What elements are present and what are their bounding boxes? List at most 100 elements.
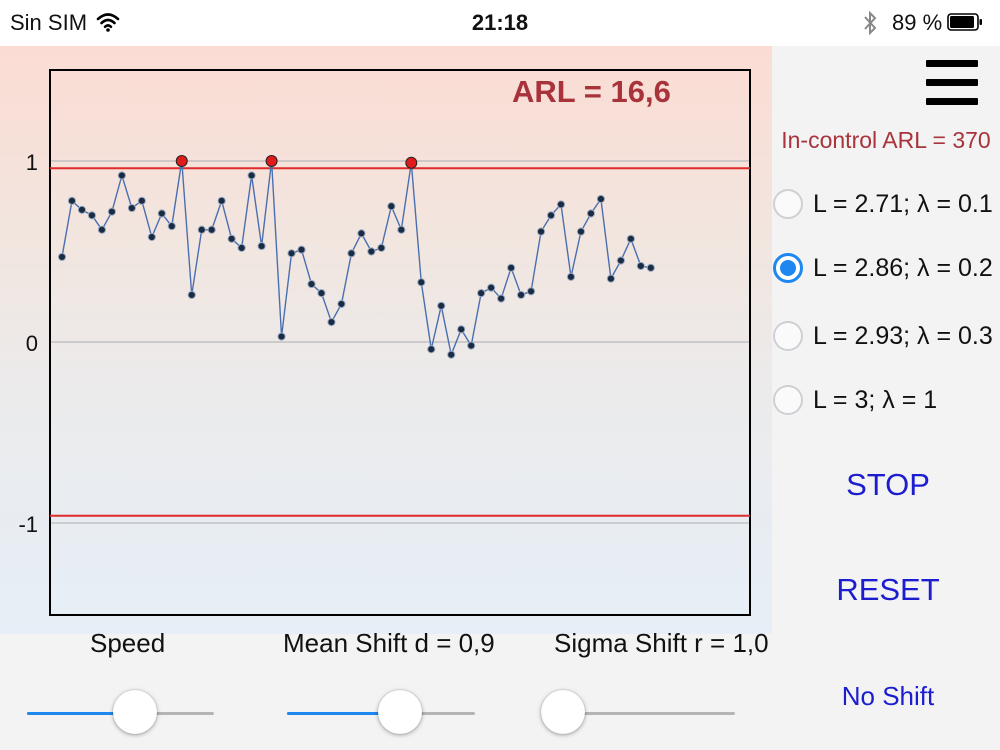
stop-button[interactable]: STOP xyxy=(846,467,930,502)
option-label: L = 2.71; λ = 0.1 xyxy=(813,189,993,218)
data-point xyxy=(596,194,606,204)
data-point xyxy=(87,211,97,220)
mean-shift-label: Mean Shift d = 0,9 xyxy=(283,628,495,658)
data-point xyxy=(287,249,296,258)
data-point xyxy=(367,247,376,256)
data-point xyxy=(237,243,246,252)
no-shift-button[interactable]: No Shift xyxy=(841,681,935,711)
sigma-shift-label: Sigma Shift r = 1,0 xyxy=(554,628,769,658)
data-point xyxy=(467,341,476,350)
reset-button[interactable]: RESET xyxy=(836,572,940,607)
slider-thumb[interactable] xyxy=(541,690,585,734)
slider-fill xyxy=(287,712,400,715)
data-point xyxy=(636,261,645,271)
data-point xyxy=(297,245,306,254)
data-point xyxy=(217,196,226,205)
data-point xyxy=(67,196,77,205)
data-point xyxy=(307,279,316,289)
data-point xyxy=(646,263,655,272)
chart-background xyxy=(0,46,772,634)
plot-frame xyxy=(49,69,751,616)
data-point xyxy=(317,289,326,298)
data-point xyxy=(97,225,107,234)
option-label: L = 2.86; λ = 0.2 xyxy=(813,253,993,282)
data-point xyxy=(586,209,596,218)
data-point xyxy=(137,196,146,205)
slider-fill xyxy=(27,712,136,715)
data-point xyxy=(117,171,126,180)
option-l3-lambda1[interactable]: L = 3; λ = 1 xyxy=(773,377,1000,423)
out-of-control-point xyxy=(175,155,188,167)
data-point xyxy=(576,227,586,236)
clock-time: 21:18 xyxy=(471,10,529,35)
data-point xyxy=(616,256,625,265)
data-point xyxy=(626,234,635,243)
data-point xyxy=(147,232,156,242)
control-chart: 1 0 -1 ARL = 16,6 xyxy=(18,69,751,616)
data-point xyxy=(566,272,576,281)
data-point xyxy=(157,209,166,218)
data-point xyxy=(247,171,256,180)
in-control-arl-label: In-control ARL = 370 xyxy=(781,127,991,153)
carrier-label: Sin SIM xyxy=(10,10,88,35)
data-point xyxy=(377,243,386,252)
data-point xyxy=(337,299,346,309)
data-point xyxy=(437,301,446,310)
data-point xyxy=(497,294,506,303)
data-point xyxy=(127,203,136,213)
data-point xyxy=(457,325,466,334)
data-point xyxy=(546,211,556,220)
data-point xyxy=(167,222,176,231)
wifi-icon xyxy=(96,13,120,32)
data-point xyxy=(257,241,266,251)
slider-thumb[interactable] xyxy=(377,690,422,734)
option-l271-lambda01[interactable]: L = 2.71; λ = 0.1 xyxy=(773,181,1000,227)
data-point xyxy=(526,287,536,296)
data-point xyxy=(277,332,286,341)
data-point xyxy=(606,274,616,283)
data-point xyxy=(77,205,87,214)
option-l293-lambda03[interactable]: L = 2.93; λ = 0.3 xyxy=(773,313,1000,359)
y-tick-label: -1 xyxy=(18,512,38,537)
data-point xyxy=(507,263,516,272)
battery-icon xyxy=(947,13,982,31)
data-point xyxy=(357,229,366,238)
data-point xyxy=(347,249,356,258)
data-point xyxy=(197,225,206,234)
sigma-shift-slider[interactable] xyxy=(541,690,735,734)
speed-label: Speed xyxy=(90,628,166,658)
hamburger-menu-icon[interactable] xyxy=(926,60,978,106)
radio-button[interactable] xyxy=(773,321,803,351)
speed-slider[interactable] xyxy=(27,690,214,734)
battery-percentage: 89 % xyxy=(892,10,943,35)
data-point xyxy=(387,202,396,211)
slider-track xyxy=(541,712,735,715)
data-point xyxy=(57,252,67,262)
radio-button-selected[interactable] xyxy=(773,253,803,283)
data-point xyxy=(536,227,546,236)
status-bar: Sin SIM 21:18 89 % xyxy=(0,0,1000,46)
y-tick-label: 1 xyxy=(26,150,38,175)
series-line xyxy=(61,160,651,358)
arl-title: ARL = 16,6 xyxy=(512,74,671,109)
option-label: L = 3; λ = 1 xyxy=(813,385,938,414)
data-point xyxy=(556,200,566,209)
data-point xyxy=(397,225,406,234)
radio-button[interactable] xyxy=(773,385,803,415)
slider-thumb[interactable] xyxy=(113,690,158,734)
bluetooth-icon xyxy=(864,10,877,36)
data-point xyxy=(107,207,117,216)
data-point xyxy=(477,289,486,298)
data-point xyxy=(447,350,456,359)
data-point xyxy=(427,345,436,354)
out-of-control-point xyxy=(405,156,418,169)
data-point xyxy=(207,225,216,234)
data-point xyxy=(516,290,526,300)
mean-shift-slider[interactable] xyxy=(287,690,475,734)
out-of-control-point xyxy=(265,155,278,167)
data-point xyxy=(487,283,496,292)
radio-button[interactable] xyxy=(773,189,803,219)
data-point xyxy=(417,278,426,287)
data-point xyxy=(227,234,236,243)
option-l286-lambda02[interactable]: L = 2.86; λ = 0.2 xyxy=(773,245,1000,291)
